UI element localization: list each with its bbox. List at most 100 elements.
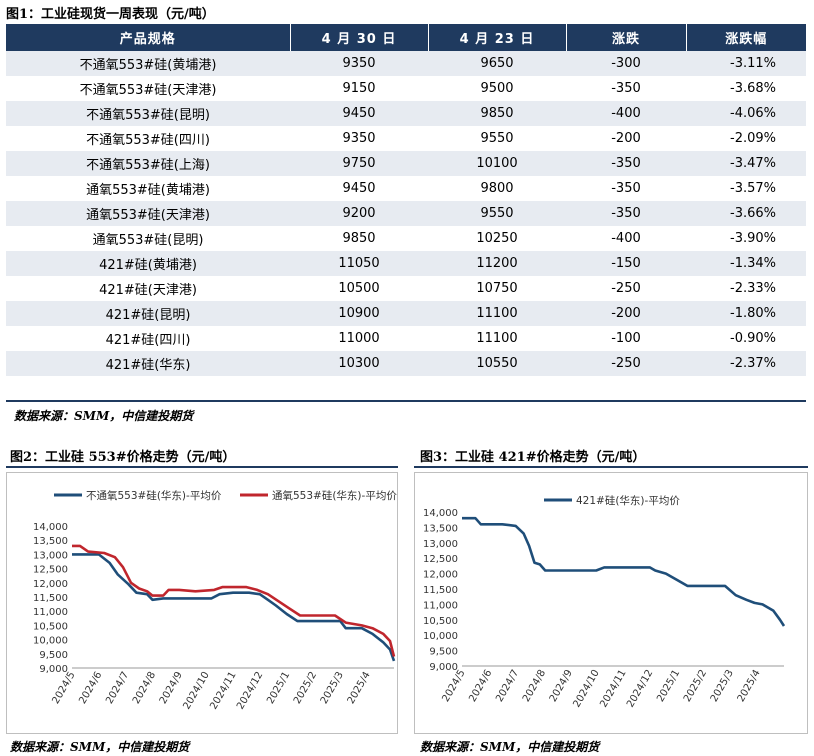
x-tick-label: 2024/12 [235, 670, 265, 711]
figure3-title: 图3：工业硅 421#价格走势（元/吨） [420, 450, 646, 465]
table-row: 421#硅(昆明) 10900 11100 -200 -1.80% [6, 301, 806, 326]
y-tick-label: 9,500 [39, 650, 68, 661]
table-header-cell: 涨跌 [566, 24, 687, 51]
y-tick-label: 10,000 [423, 631, 458, 642]
y-tick-label: 11,500 [423, 585, 458, 596]
x-tick-label: 2024/9 [158, 670, 185, 706]
change-cell: -300 [566, 51, 686, 76]
price-apr23-cell: 9550 [428, 126, 566, 151]
x-tick-label: 2024/8 [521, 668, 548, 704]
legend-label: 不通氧553#硅(华东)-平均价 [86, 489, 222, 502]
series-line-1 [72, 544, 396, 657]
figure1-title: 图1：工业硅现货一周表现（元/吨） [6, 7, 215, 22]
series-line-0 [72, 553, 396, 662]
product-cell: 421#硅(四川) [6, 326, 290, 351]
table-row: 不通氧553#硅(天津港) 9150 9500 -350 -3.68% [6, 76, 806, 101]
x-tick-label: 2025/1 [265, 670, 292, 706]
x-tick-label: 2025/1 [655, 668, 682, 704]
price-apr23-cell: 10250 [428, 226, 566, 251]
change-cell: -400 [566, 226, 686, 251]
y-tick-label: 10,500 [423, 616, 458, 627]
y-tick-label: 12,500 [33, 565, 68, 576]
y-tick-label: 9,500 [429, 647, 458, 658]
x-tick-label: 2024/9 [548, 668, 575, 704]
x-tick-label: 2025/2 [292, 670, 319, 706]
y-tick-label: 10,500 [33, 621, 68, 632]
x-tick-label: 2024/6 [467, 668, 494, 704]
change-pct-cell: -2.33% [686, 276, 806, 301]
chart-553: 9,000 9,500 10,000 10,500 11,000 11,500 12,000… [6, 472, 398, 734]
x-tick-label: 2024/5 [440, 668, 467, 704]
price-apr30-cell: 11050 [290, 251, 428, 276]
price-apr23-cell: 10550 [428, 351, 566, 376]
x-tick-label: 2024/12 [625, 668, 655, 709]
product-cell: 421#硅(华东) [6, 351, 290, 376]
price-apr30-cell: 9850 [290, 226, 428, 251]
price-apr23-cell: 9500 [428, 76, 566, 101]
product-cell: 通氧553#硅(天津港) [6, 201, 290, 226]
x-tick-label: 2024/7 [494, 668, 521, 704]
chart-frame [6, 472, 398, 734]
change-cell: -350 [566, 176, 686, 201]
table-row: 通氧553#硅(昆明) 9850 10250 -400 -3.90% [6, 226, 806, 251]
product-cell: 不通氧553#硅(黄埔港) [6, 51, 290, 76]
change-pct-cell: -3.57% [686, 176, 806, 201]
x-tick-label: 2024/11 [208, 670, 238, 711]
y-tick-label: 11,500 [33, 593, 68, 604]
y-tick-label: 13,500 [33, 536, 68, 547]
x-tick-label: 2025/3 [319, 670, 346, 706]
y-tick-label: 10,000 [33, 636, 68, 647]
price-apr30-cell: 9200 [290, 201, 428, 226]
product-cell: 不通氧553#硅(昆明) [6, 101, 290, 126]
change-pct-cell: -2.09% [686, 126, 806, 151]
chart-421: 9,000 9,500 10,000 10,500 11,000 11,500 12,000… [414, 472, 808, 734]
price-apr30-cell: 9750 [290, 151, 428, 176]
price-apr23-cell: 9550 [428, 201, 566, 226]
table-row: 不通氧553#硅(昆明) 9450 9850 -400 -4.06% [6, 101, 806, 126]
table-row: 421#硅(天津港) 10500 10750 -250 -2.33% [6, 276, 806, 301]
y-tick-label: 12,000 [33, 579, 68, 590]
figure2-top-rule [6, 466, 398, 468]
price-apr23-cell: 11100 [428, 326, 566, 351]
x-tick-label: 2024/10 [181, 670, 211, 711]
table-row: 不通氧553#硅(四川) 9350 9550 -200 -2.09% [6, 126, 806, 151]
x-tick-label: 2024/10 [571, 668, 601, 709]
y-tick-label: 14,000 [33, 522, 68, 533]
change-cell: -100 [566, 326, 686, 351]
table-row: 不通氧553#硅(上海) 9750 10100 -350 -3.47% [6, 151, 806, 176]
change-pct-cell: -1.80% [686, 301, 806, 326]
x-tick-label: 2025/3 [709, 668, 736, 704]
price-apr30-cell: 10300 [290, 351, 428, 376]
price-apr30-cell: 9350 [290, 51, 428, 76]
legend-label: 通氧553#硅(华东)-平均价 [272, 489, 397, 502]
price-apr23-cell: 11100 [428, 301, 566, 326]
figure1-source: 数据来源：SMM，中信建投期货 [14, 409, 194, 423]
chart-frame [414, 472, 808, 734]
change-pct-cell: -3.66% [686, 201, 806, 226]
x-tick-label: 2025/2 [682, 668, 709, 704]
y-tick-label: 13,500 [423, 523, 458, 534]
product-cell: 421#硅(昆明) [6, 301, 290, 326]
figure3-top-rule [414, 466, 808, 468]
table-header-cell: 产品规格 [6, 24, 291, 51]
x-tick-label: 2024/5 [50, 670, 77, 706]
y-tick-label: 9,000 [429, 662, 458, 673]
x-tick-label: 2024/7 [104, 670, 131, 706]
price-apr30-cell: 9450 [290, 101, 428, 126]
product-cell: 通氧553#硅(昆明) [6, 226, 290, 251]
price-apr30-cell: 9350 [290, 126, 428, 151]
y-tick-label: 12,500 [423, 554, 458, 565]
y-tick-label: 12,000 [423, 570, 458, 581]
product-cell: 不通氧553#硅(上海) [6, 151, 290, 176]
change-pct-cell: -1.34% [686, 251, 806, 276]
product-cell: 通氧553#硅(黄埔港) [6, 176, 290, 201]
change-pct-cell: -3.11% [686, 51, 806, 76]
change-cell: -350 [566, 76, 686, 101]
price-apr23-cell: 9650 [428, 51, 566, 76]
table-row: 421#硅(华东) 10300 10550 -250 -2.37% [6, 351, 806, 376]
y-tick-label: 9,000 [39, 664, 68, 675]
y-tick-label: 11,000 [33, 607, 68, 618]
change-cell: -250 [566, 351, 686, 376]
price-apr23-cell: 11200 [428, 251, 566, 276]
